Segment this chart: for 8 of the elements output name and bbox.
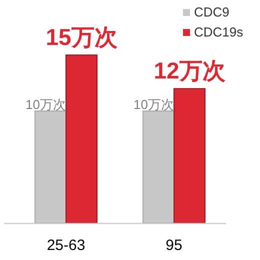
- legend-label: CDC9: [194, 4, 230, 20]
- data-label: 12万次: [154, 58, 226, 84]
- x-tick-label: 95: [166, 237, 182, 254]
- legend-label: CDC19s: [194, 24, 244, 40]
- data-label: 10万次: [26, 97, 66, 112]
- x-tick-label: 25-63: [46, 237, 86, 254]
- data-label: 15万次: [46, 24, 118, 50]
- data-label: 10万次: [134, 97, 174, 112]
